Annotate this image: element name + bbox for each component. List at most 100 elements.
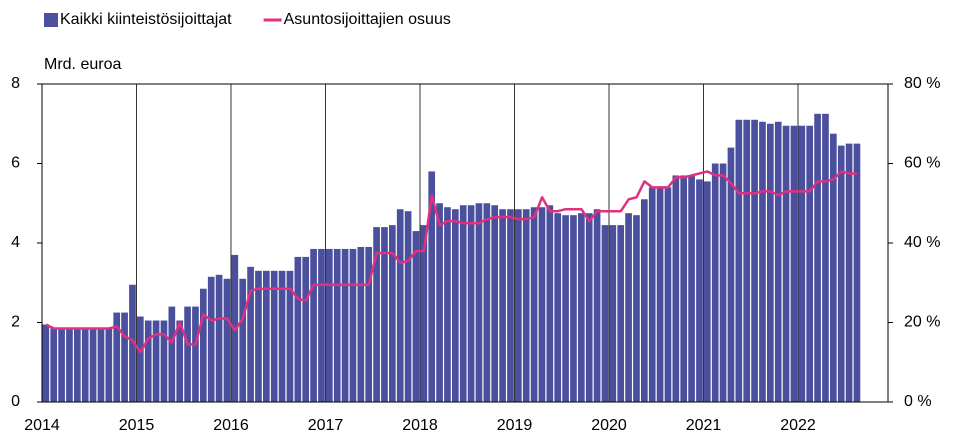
bar — [727, 147, 735, 402]
bar — [184, 306, 191, 402]
bar — [255, 270, 262, 402]
bar — [129, 284, 136, 402]
bar — [633, 215, 640, 402]
bar — [593, 209, 601, 402]
bar — [743, 119, 751, 403]
bar — [656, 187, 664, 402]
bar — [688, 175, 695, 402]
bar — [680, 175, 688, 402]
bar — [475, 203, 483, 402]
bar — [302, 256, 310, 402]
bar — [168, 306, 176, 402]
bar — [247, 266, 254, 402]
bar — [294, 256, 302, 402]
bar — [223, 278, 231, 402]
bar — [97, 328, 105, 402]
bar — [144, 320, 152, 402]
y2-tick-label: 40 % — [904, 234, 940, 251]
y-tick-label: 8 — [11, 75, 20, 92]
bar — [349, 248, 357, 402]
x-tick-label: 2022 — [780, 417, 816, 434]
bar — [286, 270, 294, 402]
bar — [570, 215, 577, 402]
bar — [601, 225, 609, 402]
bar — [420, 225, 428, 402]
bar — [853, 143, 861, 402]
bar — [200, 288, 207, 402]
bar — [696, 179, 703, 402]
bar — [711, 163, 719, 402]
bar — [609, 225, 617, 402]
bar — [310, 248, 317, 402]
legend-label: Kaikki kiinteistösijoittajat — [60, 11, 232, 28]
bar — [538, 207, 546, 402]
bar — [89, 328, 97, 402]
bar — [719, 163, 727, 402]
bar — [137, 316, 144, 402]
bar — [381, 227, 388, 402]
bar — [467, 205, 475, 402]
bar — [554, 213, 562, 402]
bar — [585, 213, 593, 402]
y2-tick-label: 0 % — [904, 393, 932, 410]
y2-tick-label: 60 % — [904, 155, 940, 172]
bar — [389, 225, 396, 402]
x-tick-label: 2015 — [119, 417, 155, 434]
bar — [546, 205, 554, 402]
bar — [341, 248, 349, 402]
bar — [806, 125, 814, 403]
bar — [814, 113, 821, 402]
bar — [318, 248, 325, 402]
bar — [515, 209, 522, 402]
bar — [192, 306, 199, 402]
bar — [830, 133, 837, 402]
bar — [74, 328, 81, 402]
bar — [452, 209, 459, 402]
y2-tick-label: 80 % — [904, 75, 940, 92]
bar — [499, 209, 506, 402]
bar — [648, 187, 656, 402]
y-tick-label: 6 — [11, 155, 20, 172]
bar — [641, 199, 648, 402]
bar — [625, 213, 632, 402]
legend-label: Asuntosijoittajien osuus — [284, 11, 451, 28]
y-tick-label: 4 — [11, 234, 20, 251]
x-tick-label: 2020 — [591, 417, 627, 434]
bar — [704, 181, 711, 402]
x-tick-label: 2018 — [402, 417, 438, 434]
bar — [837, 145, 845, 403]
bar — [798, 125, 806, 403]
bar — [263, 270, 270, 402]
bar — [530, 207, 538, 402]
y-tick-label: 0 — [11, 393, 20, 410]
bar — [444, 207, 451, 402]
bar — [782, 125, 790, 403]
x-tick-label: 2021 — [686, 417, 722, 434]
line — [45, 170, 858, 354]
bar — [365, 246, 373, 402]
bar — [326, 248, 333, 402]
bar — [152, 320, 160, 402]
bar — [735, 119, 743, 403]
bar — [522, 209, 530, 402]
bar — [507, 209, 514, 402]
bar — [578, 213, 585, 402]
bar — [113, 312, 121, 402]
bar — [483, 203, 491, 402]
bar — [672, 175, 680, 402]
bar — [121, 312, 128, 402]
bar — [774, 121, 782, 402]
bar — [50, 328, 58, 402]
bar — [160, 320, 168, 402]
x-tick-label: 2016 — [213, 417, 249, 434]
bar — [767, 123, 774, 402]
bar — [66, 328, 73, 402]
legend-swatch — [44, 13, 58, 27]
bar — [81, 328, 89, 402]
bar — [396, 209, 404, 402]
bar — [215, 274, 223, 402]
bar — [207, 276, 215, 402]
bar — [751, 119, 758, 403]
bar — [105, 328, 113, 402]
